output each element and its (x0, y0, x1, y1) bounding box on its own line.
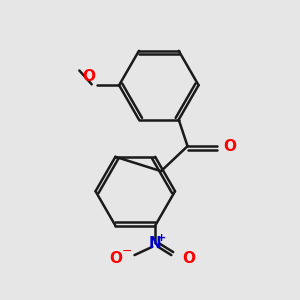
Text: N: N (149, 236, 161, 251)
Text: O: O (109, 250, 122, 266)
Text: +: + (157, 233, 166, 243)
Text: O: O (182, 250, 195, 266)
Text: O: O (224, 139, 236, 154)
Text: O: O (82, 69, 95, 84)
Text: −: − (122, 245, 132, 258)
